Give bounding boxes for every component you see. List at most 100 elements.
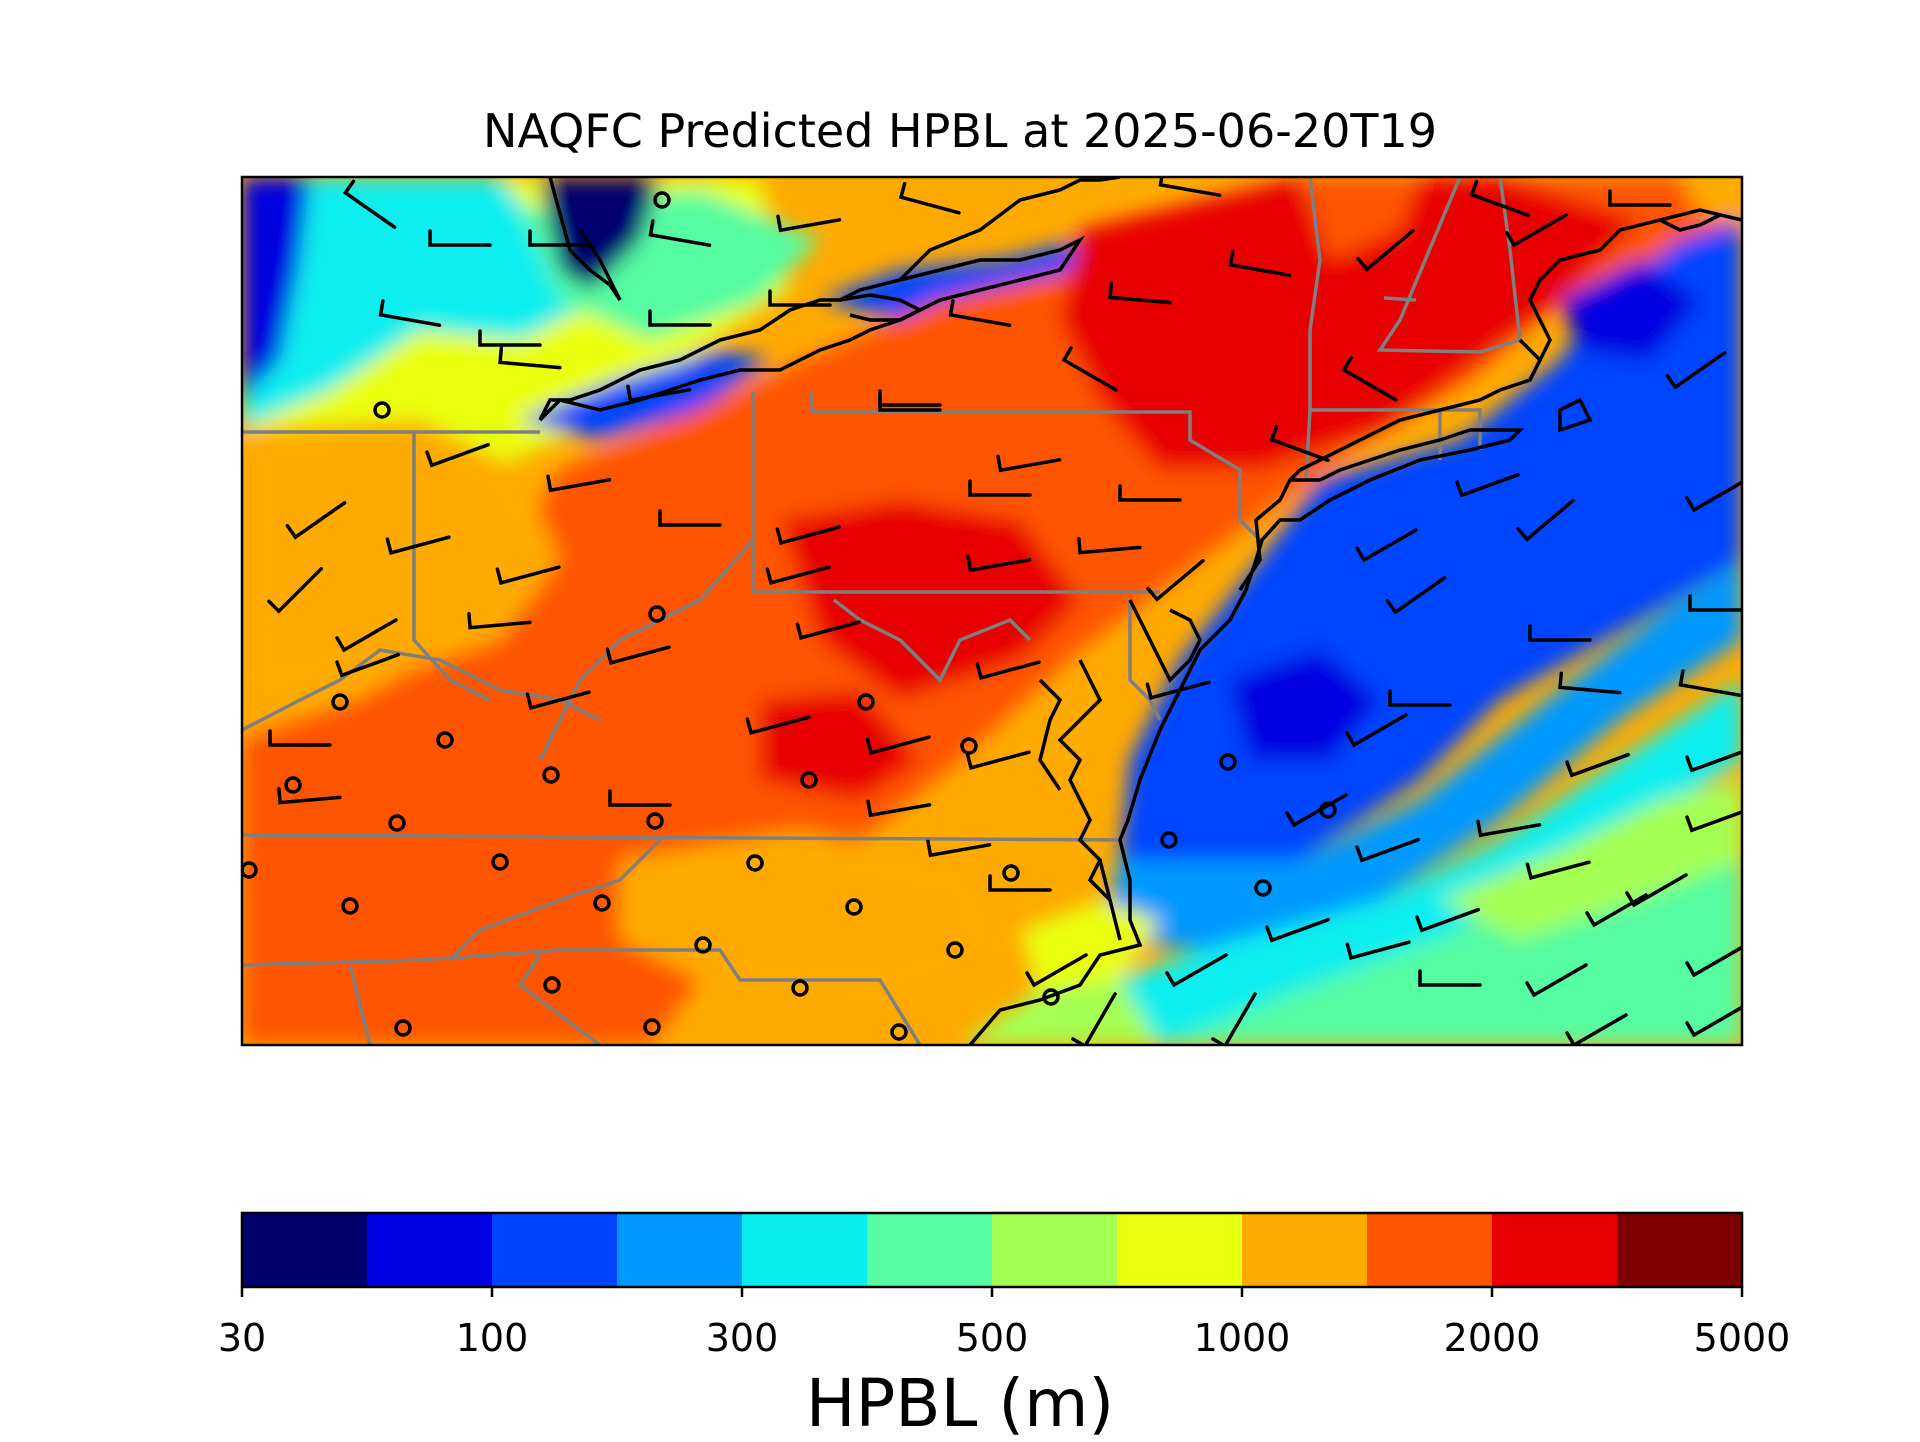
wind-barb bbox=[1685, 1005, 1742, 1038]
colorbar-tick-label: 5000 bbox=[1693, 1316, 1791, 1360]
wind-barb bbox=[866, 799, 932, 818]
wind-barb bbox=[1455, 472, 1520, 498]
wind-barb bbox=[277, 786, 342, 805]
wind-barb bbox=[965, 750, 1031, 770]
colorbar-swatch bbox=[992, 1213, 1118, 1287]
station-circle bbox=[331, 693, 349, 711]
wind-barb bbox=[1528, 624, 1592, 642]
wind-barb bbox=[1505, 213, 1568, 248]
wind-barb bbox=[745, 715, 811, 735]
wind-barb bbox=[385, 535, 451, 555]
station-circle bbox=[857, 693, 875, 711]
station-circle bbox=[694, 936, 712, 954]
wind-barb bbox=[1025, 953, 1088, 988]
wind-barb bbox=[1469, 179, 1530, 218]
field-coast-yellow bbox=[1020, 900, 1160, 1000]
wind-barb bbox=[1558, 671, 1622, 695]
wind-barb bbox=[1355, 837, 1420, 863]
wind-barb bbox=[546, 474, 612, 493]
colorbar-frame bbox=[240, 1211, 1744, 1289]
station-circle bbox=[491, 853, 509, 871]
colorbar-swatch bbox=[617, 1213, 743, 1287]
station-circle bbox=[960, 737, 978, 755]
wind-barb bbox=[1211, 992, 1257, 1045]
wind-barb bbox=[1341, 356, 1398, 402]
station-circle bbox=[791, 979, 809, 997]
wind-barb bbox=[1356, 228, 1415, 272]
station-circle bbox=[1042, 988, 1060, 1006]
station-circle bbox=[1319, 801, 1337, 819]
colorbar-swatch bbox=[1492, 1213, 1618, 1287]
wind-barb bbox=[335, 618, 398, 653]
station-circle bbox=[648, 605, 666, 623]
wind-barb bbox=[1585, 893, 1648, 928]
station-circle bbox=[1219, 753, 1237, 771]
wind-barb bbox=[1415, 907, 1480, 933]
wind-barb bbox=[1665, 351, 1727, 390]
station-circle bbox=[542, 766, 560, 784]
station-circle bbox=[1160, 831, 1178, 849]
colorbar-swatch bbox=[1117, 1213, 1243, 1287]
wind-barb bbox=[1685, 810, 1742, 833]
station-circle bbox=[388, 814, 406, 832]
wind-barb bbox=[1418, 969, 1482, 987]
wind-barb bbox=[1565, 1013, 1628, 1045]
colorbar-tick-label: 2000 bbox=[1443, 1316, 1541, 1360]
wind-barb bbox=[478, 329, 542, 347]
station-circle bbox=[800, 771, 818, 789]
map-frame bbox=[240, 175, 1744, 1047]
wind-barb bbox=[425, 442, 490, 468]
wind-barb bbox=[1608, 189, 1672, 207]
field-red-ne bbox=[1060, 177, 1640, 470]
station-circle bbox=[746, 854, 764, 872]
wind-barb bbox=[1061, 346, 1118, 392]
field-orange-sw bbox=[620, 830, 1000, 1000]
station-circle bbox=[890, 1023, 908, 1041]
wind-barb bbox=[342, 179, 397, 229]
wind-barb bbox=[378, 299, 442, 327]
wind-barb bbox=[608, 789, 672, 807]
wind-barb bbox=[498, 346, 562, 370]
wind-barb bbox=[988, 874, 1052, 892]
wind-barb bbox=[768, 289, 832, 307]
wind-barb bbox=[648, 309, 712, 327]
colorbar-swatch bbox=[492, 1213, 618, 1287]
hpbl-field bbox=[242, 177, 1742, 1045]
wind-barb bbox=[1685, 945, 1742, 978]
field-red-pa bbox=[780, 500, 1080, 700]
station-circle bbox=[242, 861, 258, 879]
field-blue-tl bbox=[242, 177, 310, 400]
wind-barb bbox=[975, 660, 1041, 680]
station-circle bbox=[946, 941, 964, 959]
station-circle bbox=[593, 894, 611, 912]
wind-barb bbox=[968, 479, 1032, 497]
wind-barb bbox=[1228, 249, 1292, 277]
station-circle bbox=[284, 776, 302, 794]
wind-barb bbox=[1269, 424, 1330, 463]
wind-barb bbox=[1165, 953, 1228, 988]
colorbar-swatch bbox=[1617, 1213, 1743, 1287]
wind-barb bbox=[1625, 873, 1688, 908]
wind-barb bbox=[1108, 281, 1172, 305]
colorbar-swatch bbox=[242, 1213, 368, 1287]
station-circle bbox=[643, 1018, 661, 1036]
field-ocean-navy2 bbox=[1560, 260, 1700, 360]
colorbar-label: HPBL (m) bbox=[805, 1365, 1115, 1442]
wind-barb bbox=[1685, 480, 1742, 513]
wind-barb bbox=[285, 501, 347, 540]
wind-barb bbox=[1158, 177, 1222, 197]
wind-barb bbox=[1345, 713, 1408, 748]
colorbar-swatch bbox=[367, 1213, 493, 1287]
colorbar-tick-label: 100 bbox=[455, 1316, 529, 1360]
wind-barb bbox=[267, 567, 323, 614]
wind-barb bbox=[776, 214, 842, 233]
colorbar-swatch bbox=[1242, 1213, 1368, 1287]
field-orange-ne2 bbox=[1300, 177, 1420, 260]
wind-barb bbox=[1118, 484, 1182, 502]
colorbar bbox=[240, 1213, 1744, 1297]
wind-barb bbox=[1355, 528, 1418, 563]
wind-barb bbox=[1516, 498, 1575, 542]
field-navy-lake bbox=[540, 177, 660, 290]
station-circle bbox=[373, 401, 391, 419]
